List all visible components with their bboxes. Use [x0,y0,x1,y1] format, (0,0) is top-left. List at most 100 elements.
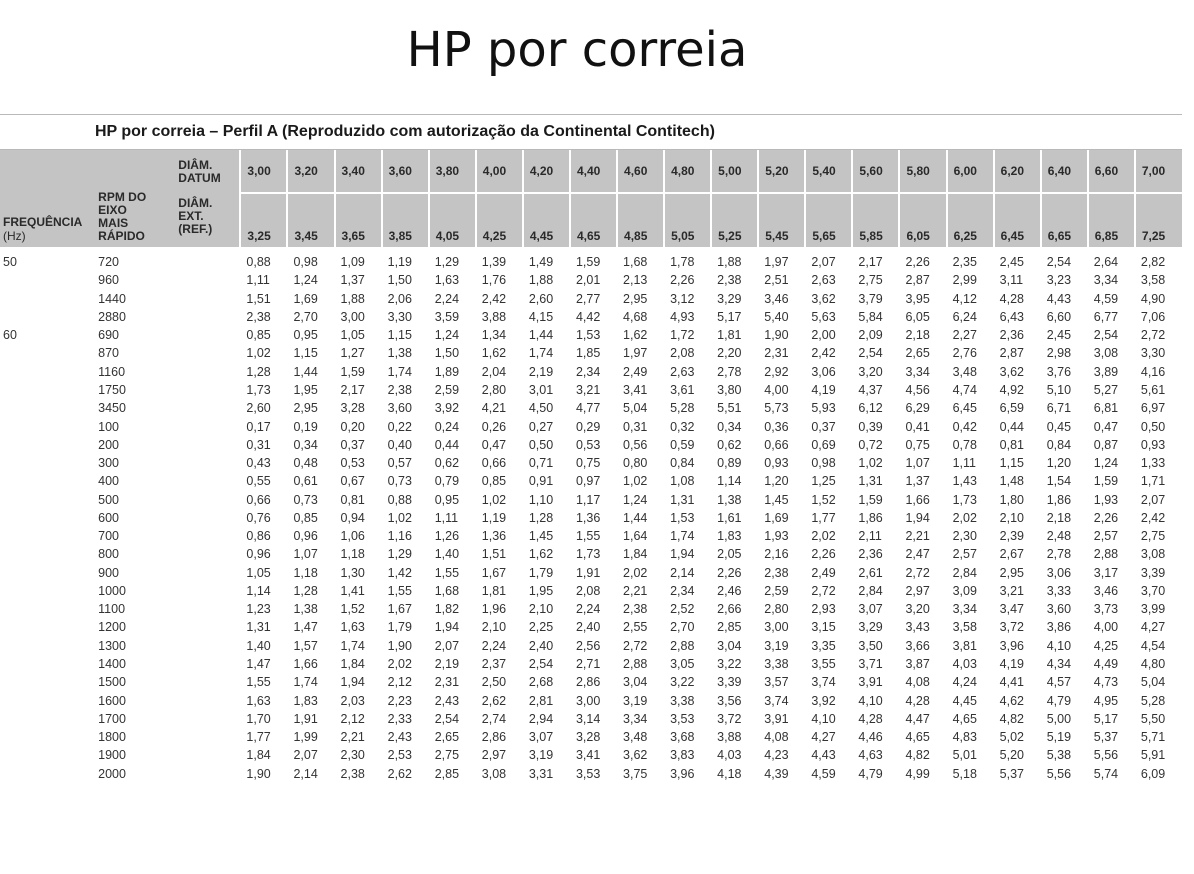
hp-value-cell: 3,33 [1046,583,1072,598]
rpm-cell: 690 [98,328,120,343]
hp-value-cell: 1,95 [293,382,318,397]
hp-value-cell: 0,44 [999,419,1024,434]
header-row-ext: DIÂM. EXT. (REF.) 3,25 3,45 3,65 3,85 4,05 4,… [0,193,1182,247]
hp-value-cell: 2,42 [811,346,836,361]
hp-value-cell: 2,64 [1093,255,1119,270]
hp-value-cell: 4,00 [764,382,789,397]
hp-value-cell: 5,17 [1093,711,1119,726]
hp-value-cell: 4,50 [528,401,554,416]
table-row: 900 1,05 1,18 1,30 1,42 1,55 1,67 1,79 1,91 2,02 2… [0,564,1182,582]
hp-value-cell: 2,02 [952,510,977,525]
table-row: 1900 1,84 2,07 2,30 2,53 2,75 2,97 3,19 3,41 3,62… [0,746,1182,764]
hp-table: FREQUÊNCIA (Hz) RPM DO EIXO MAIS RÁPIDO … [0,150,1182,783]
spacer-cell [175,436,240,454]
hp-value-cell: 4,10 [1046,638,1072,653]
hp-value-cell: 3,80 [717,382,742,397]
hp-value-cell: 1,68 [623,255,648,270]
header-rpm-line3: MAIS [98,216,129,230]
hp-value-cell: 2,61 [858,565,883,580]
frequency-cell [0,600,95,618]
spacer-cell [175,746,240,764]
header-ext-value: 6,85 [1086,193,1135,247]
hp-value-cell: 3,88 [717,730,742,745]
hp-value-cell: 5,28 [670,401,695,416]
header-datum-value: 4,80 [663,150,712,194]
hp-value-cell: 0,44 [434,437,460,452]
hp-value-cell: 3,95 [905,291,930,306]
hp-value-cell: 0,69 [811,437,836,452]
hp-value-cell: 1,57 [293,638,318,653]
hp-value-cell: 2,71 [575,656,601,671]
frequency-cell [0,363,95,381]
hp-value-cell: 4,79 [858,766,883,781]
hp-value-cell: 2,87 [905,273,930,288]
hp-value-cell: 4,27 [811,730,836,745]
header-ext-value: 4,45 [521,193,570,247]
hp-value-cell: 1,80 [999,492,1024,507]
hp-value-cell: 6,43 [999,309,1024,324]
hp-value-cell: 1,74 [340,638,365,653]
frequency-cell [0,399,95,417]
hp-value-cell: 1,81 [717,328,742,343]
hp-value-cell: 1,08 [670,474,695,489]
hp-value-cell: 4,90 [1140,291,1166,306]
hp-value-cell: 5,37 [999,766,1024,781]
hp-value-cell: 1,18 [293,565,318,580]
hp-value-cell: 1,71 [1140,474,1166,489]
table-row: 700 0,86 0,96 1,06 1,16 1,26 1,36 1,45 1,55 1,64 1… [0,527,1182,545]
hp-value-cell: 4,74 [952,382,977,397]
rpm-cell: 1000 [98,583,126,598]
hp-value-cell: 4,47 [905,711,930,726]
header-datum-label: DIÂM. DATUM [175,150,241,193]
table-row: 800 0,96 1,07 1,18 1,29 1,40 1,51 1,62 1,73 1,84 1… [0,545,1182,563]
frequency-cell [0,637,95,655]
hp-value-cell: 1,86 [1046,492,1072,507]
hp-value-cell: 2,98 [1046,346,1072,361]
table-row: 1500 1,55 1,74 1,94 2,12 2,31 2,50 2,68 2,86 3,04… [0,673,1182,691]
frequency-cell [0,618,95,636]
hp-value-cell: 2,42 [1140,510,1166,525]
rpm-cell: 100 [98,419,120,434]
hp-value-cell: 1,59 [858,492,883,507]
table-row: 200 0,31 0,34 0,37 0,40 0,44 0,47 0,50 0,53 0,56 0… [0,436,1182,454]
frequency-cell [0,673,95,691]
hp-value-cell: 1,11 [952,456,976,471]
hp-value-cell: 1,77 [811,510,836,525]
hp-value-cell: 2,63 [670,364,695,379]
hp-value-cell: 5,84 [858,309,883,324]
hp-value-cell: 2,05 [717,547,742,562]
hp-value-cell: 1,67 [387,602,412,617]
hp-value-cell: 1,05 [340,328,365,343]
hp-value-cell: 1,19 [387,255,412,270]
hp-value-cell: 1,63 [246,693,271,708]
hp-value-cell: 3,21 [999,583,1024,598]
hp-value-cell: 2,26 [717,565,742,580]
hp-value-cell: 6,12 [858,401,883,416]
hp-value-cell: 1,52 [340,602,365,617]
hp-value-cell: 0,95 [434,492,460,507]
hp-value-cell: 3,04 [717,638,742,653]
hp-value-cell: 4,19 [811,382,836,397]
hp-value-cell: 0,37 [811,419,836,434]
hp-value-cell: 1,67 [481,565,507,580]
hp-value-cell: 1,97 [764,255,789,270]
hp-value-cell: 1,26 [434,529,460,544]
rpm-cell: 500 [98,492,120,507]
header-ext-value: 5,25 [710,193,759,247]
hp-value-cell: 1,77 [246,730,271,745]
spacer-cell [175,509,240,527]
hp-value-cell: 2,47 [905,547,930,562]
rpm-cell: 1800 [98,730,126,745]
hp-value-cell: 1,88 [717,255,742,270]
header-ext-value: 4,65 [568,193,618,247]
hp-value-cell: 2,27 [952,328,977,343]
spacer-cell [175,454,240,472]
hp-value-cell: 3,07 [528,730,554,745]
hp-value-cell: 4,65 [952,711,977,726]
hp-value-cell: 0,94 [340,510,365,525]
hp-value-cell: 2,12 [387,675,412,690]
hp-value-cell: 3,31 [528,766,554,781]
rpm-cell: 1700 [98,711,126,726]
header-datum-value: 6,60 [1086,150,1135,194]
rpm-cell: 1440 [98,291,126,306]
